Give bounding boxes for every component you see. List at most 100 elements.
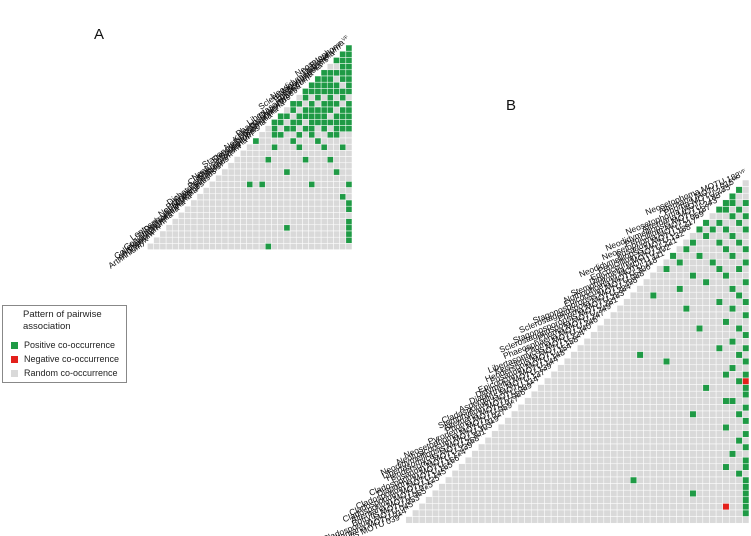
- heatmap-cell-random: [728, 265, 737, 273]
- heatmap-cell-random: [227, 224, 235, 232]
- heatmap-cell-random: [171, 224, 179, 232]
- heatmap-cell-positive: [302, 106, 309, 114]
- heatmap-cell-positive: [689, 410, 697, 418]
- heatmap-cell-random: [504, 470, 512, 478]
- heatmap-cell-random: [643, 443, 651, 451]
- heatmap-cell-random: [610, 404, 618, 412]
- heatmap-cell-random: [603, 357, 611, 366]
- heatmap-cell-random: [643, 483, 651, 491]
- heatmap-cell-random: [557, 397, 565, 405]
- heatmap-cell-random: [643, 305, 651, 313]
- heatmap-cell-random: [649, 404, 657, 412]
- heatmap-cell-positive: [333, 81, 340, 89]
- heatmap-cell-random: [295, 94, 303, 102]
- heatmap-cell-random: [326, 63, 334, 71]
- heatmap-cell-positive: [326, 81, 334, 89]
- heatmap-cell-random: [636, 344, 644, 352]
- heatmap-cell-random: [252, 199, 260, 207]
- heatmap-cell-random: [715, 232, 723, 240]
- heatmap-cell-random: [643, 410, 651, 418]
- heatmap-cell-positive: [302, 88, 309, 95]
- heatmap-cell-random: [709, 371, 717, 379]
- heatmap-cell-random: [271, 236, 278, 244]
- heatmap-cell-random: [308, 212, 316, 219]
- heatmap-cell-random: [537, 470, 545, 478]
- heatmap-cell-positive: [277, 119, 285, 126]
- heatmap-cell-random: [530, 463, 539, 471]
- heatmap-cell-random: [537, 483, 545, 491]
- heatmap-cell-random: [464, 463, 473, 471]
- heatmap-cell-random: [246, 230, 254, 238]
- heatmap-cell-random: [484, 503, 492, 511]
- heatmap-cell-random: [511, 410, 519, 418]
- heatmap-cell-random: [742, 470, 750, 478]
- heatmap-cell-random: [590, 443, 598, 451]
- heatmap-cell-random: [636, 470, 644, 478]
- heatmap-cell-random: [603, 324, 611, 333]
- heatmap-cell-random: [524, 476, 532, 484]
- heatmap-cell-random: [530, 417, 539, 425]
- heatmap-cell-random: [695, 456, 704, 465]
- heatmap-cell-random: [445, 503, 453, 511]
- heatmap-cell-positive: [339, 75, 347, 83]
- heatmap-cell-random: [264, 143, 272, 151]
- heatmap-cell-random: [742, 305, 750, 313]
- heatmap-cell-random: [596, 371, 605, 379]
- heatmap-cell-random: [544, 384, 552, 392]
- heatmap-cell-random: [623, 443, 631, 451]
- heatmap-cell-random: [709, 344, 717, 352]
- heatmap-cell-random: [264, 218, 272, 226]
- heatmap-cell-random: [682, 390, 690, 399]
- heatmap-cell-random: [709, 377, 717, 385]
- heatmap-cell-random: [537, 410, 545, 418]
- heatmap-cell-random: [603, 516, 611, 524]
- heatmap-cell-random: [603, 344, 611, 352]
- heatmap-cell-random: [702, 272, 710, 280]
- heatmap-cell-random: [636, 364, 644, 372]
- heatmap-cell-random: [577, 496, 585, 504]
- heatmap-cell-random: [563, 483, 572, 491]
- heatmap-cell-random: [649, 463, 657, 471]
- heatmap-cell-random: [596, 338, 605, 346]
- heatmap-cell-random: [221, 193, 229, 201]
- heatmap-cell-positive: [308, 181, 316, 188]
- heatmap-cell-random: [153, 236, 161, 244]
- heatmap-cell-positive: [742, 199, 750, 207]
- heatmap-cell-random: [722, 338, 730, 346]
- heatmap-cell-random: [190, 224, 198, 232]
- heatmap-cell-positive: [742, 483, 750, 491]
- heatmap-cell-random: [636, 371, 644, 379]
- heatmap-cell-random: [308, 243, 316, 250]
- heatmap-cell-random: [418, 509, 426, 517]
- heatmap-cell-random: [570, 384, 578, 392]
- heatmap-cell-random: [271, 162, 278, 170]
- heatmap-cell-random: [264, 187, 272, 195]
- heatmap-cell-random: [722, 476, 730, 484]
- heatmap-cell-random: [544, 443, 552, 451]
- heatmap-cell-random: [643, 450, 651, 458]
- heatmap-cell-random: [742, 239, 750, 247]
- heatmap-cell-positive: [271, 143, 278, 151]
- heatmap-cell-random: [643, 311, 651, 319]
- heatmap-cell-random: [530, 456, 539, 465]
- heatmap-cell-positive: [728, 192, 737, 201]
- heatmap-cell-random: [590, 423, 598, 432]
- heatmap-cell-random: [742, 192, 750, 201]
- heatmap-cell-random: [603, 397, 611, 405]
- heatmap-cell-positive: [742, 245, 750, 253]
- heatmap-cell-random: [702, 437, 710, 445]
- heatmap-cell-random: [233, 243, 241, 250]
- heatmap-cell-random: [715, 404, 723, 412]
- heatmap-cell-random: [728, 384, 737, 392]
- heatmap-cell-random: [728, 404, 737, 412]
- heatmap-cell-random: [504, 430, 512, 438]
- heatmap-cell-random: [669, 324, 677, 333]
- heatmap-cell-random: [649, 503, 657, 511]
- heatmap-cell-random: [221, 174, 229, 182]
- heatmap-cell-random: [530, 437, 539, 445]
- heatmap-cell-random: [431, 496, 440, 504]
- heatmap-cell-positive: [314, 94, 322, 102]
- heatmap-cell-random: [722, 456, 730, 465]
- heatmap-cell-random: [702, 344, 710, 352]
- heatmap-cell-random: [544, 476, 552, 484]
